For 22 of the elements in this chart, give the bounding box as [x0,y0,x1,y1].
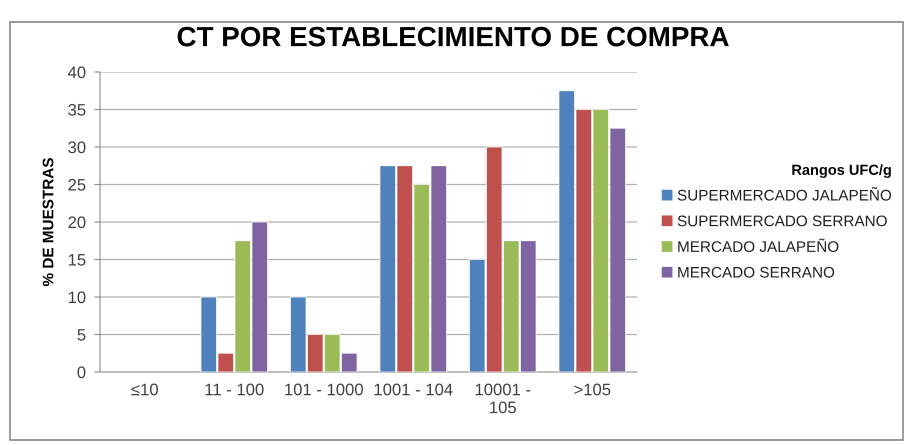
x-tick-label: 1001 - 104 [374,384,453,396]
chart-title: CT POR ESTABLECIMIENTO DE COMPRA [178,26,729,46]
y-tick-label: 15 [68,254,86,266]
y-axis-title: % DE MUESTRAS [42,158,54,286]
legend-label: MERCADO SERRANO [678,266,834,278]
x-tick-label: >105 [574,384,610,396]
y-tick-label: 35 [68,104,86,116]
y-tick-label: 30 [68,141,86,154]
y-tick-label: 10 [68,291,86,304]
x-tick-label: 10001 - 105 [476,384,530,414]
x-tick-label: 101 - 1000 [285,384,363,396]
y-tick-label: 20 [68,216,86,228]
x-tick-label: ≤10 [131,384,158,396]
x-tick-label: 11 - 100 [206,384,264,396]
legend-title: Rangos UFC/g [792,164,891,178]
legend-label: MERCADO JALAPEÑO [678,238,838,252]
y-tick-label: 40 [68,66,86,78]
y-tick-label: 0 [77,366,86,378]
y-tick-label: 25 [68,178,86,191]
y-tick-label: 5 [78,329,86,341]
legend-label: SUPERMERCADO SERRANO [678,215,887,226]
legend-label: SUPERMERCADO JALAPEÑO [678,187,892,201]
